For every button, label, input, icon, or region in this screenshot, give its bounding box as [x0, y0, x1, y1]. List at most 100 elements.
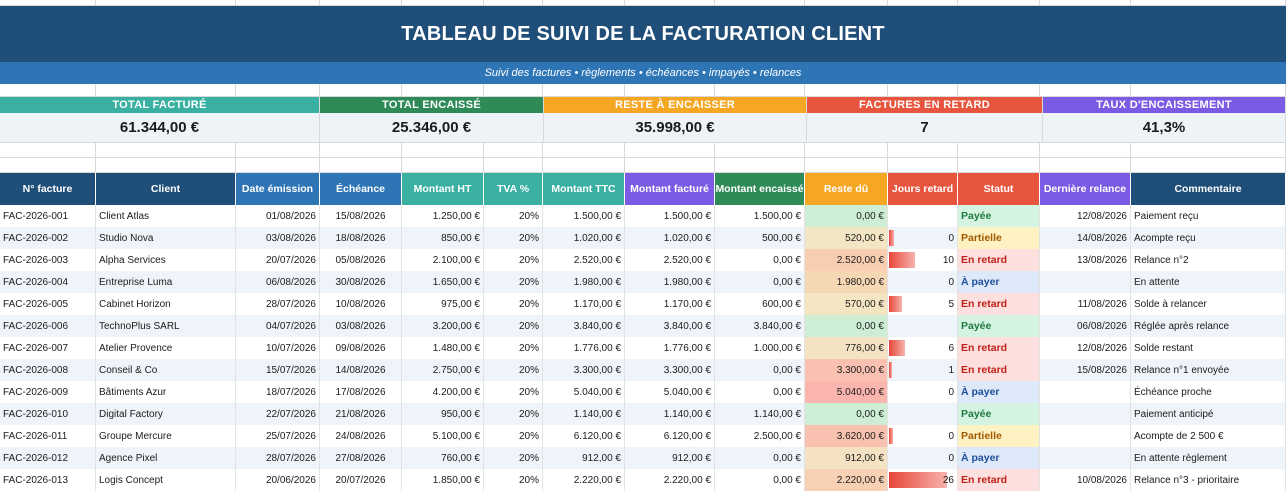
- kpi-value[interactable]: 35.998,00 €: [544, 113, 806, 143]
- comment-cell[interactable]: Relance n°3 - prioritaire: [1131, 469, 1286, 491]
- issue-date-cell[interactable]: 03/08/2026: [236, 227, 320, 249]
- vat-cell[interactable]: 20%: [484, 205, 543, 227]
- status-cell[interactable]: Payée: [958, 315, 1040, 337]
- balance-due-cell[interactable]: 0,00 €: [805, 315, 888, 337]
- days-late-cell[interactable]: 26: [888, 469, 958, 491]
- days-late-cell[interactable]: 10: [888, 249, 958, 271]
- invoiced-amount-cell[interactable]: 3.840,00 €: [625, 315, 715, 337]
- collected-amount-cell[interactable]: 600,00 €: [715, 293, 805, 315]
- invoiced-amount-cell[interactable]: 6.120,00 €: [625, 425, 715, 447]
- comment-cell[interactable]: Paiement reçu: [1131, 205, 1286, 227]
- invoice-number-cell[interactable]: FAC-2026-001: [0, 205, 96, 227]
- vat-cell[interactable]: 20%: [484, 403, 543, 425]
- days-late-cell[interactable]: 0: [888, 425, 958, 447]
- column-header[interactable]: Client: [96, 173, 236, 205]
- collected-amount-cell[interactable]: 1.500,00 €: [715, 205, 805, 227]
- last-reminder-cell[interactable]: 14/08/2026: [1040, 227, 1131, 249]
- days-late-cell[interactable]: 0: [888, 381, 958, 403]
- column-header[interactable]: Statut: [958, 173, 1040, 205]
- due-date-cell[interactable]: 03/08/2026: [320, 315, 402, 337]
- last-reminder-cell[interactable]: 15/08/2026: [1040, 359, 1131, 381]
- due-date-cell[interactable]: 21/08/2026: [320, 403, 402, 425]
- balance-due-cell[interactable]: 0,00 €: [805, 205, 888, 227]
- collected-amount-cell[interactable]: 0,00 €: [715, 447, 805, 469]
- issue-date-cell[interactable]: 20/07/2026: [236, 249, 320, 271]
- amount-ttc-cell[interactable]: 2.520,00 €: [543, 249, 625, 271]
- days-late-cell[interactable]: [888, 403, 958, 425]
- column-header[interactable]: Montant facturé: [625, 173, 715, 205]
- balance-due-cell[interactable]: 570,00 €: [805, 293, 888, 315]
- collected-amount-cell[interactable]: 0,00 €: [715, 381, 805, 403]
- balance-due-cell[interactable]: 912,00 €: [805, 447, 888, 469]
- invoice-number-cell[interactable]: FAC-2026-010: [0, 403, 96, 425]
- amount-ttc-cell[interactable]: 1.776,00 €: [543, 337, 625, 359]
- comment-cell[interactable]: Solde à relancer: [1131, 293, 1286, 315]
- days-late-cell[interactable]: 0: [888, 271, 958, 293]
- kpi-value[interactable]: 7: [807, 113, 1042, 143]
- last-reminder-cell[interactable]: 12/08/2026: [1040, 205, 1131, 227]
- invoice-number-cell[interactable]: FAC-2026-003: [0, 249, 96, 271]
- days-late-cell[interactable]: 0: [888, 447, 958, 469]
- last-reminder-cell[interactable]: [1040, 403, 1131, 425]
- collected-amount-cell[interactable]: 0,00 €: [715, 271, 805, 293]
- invoice-number-cell[interactable]: FAC-2026-011: [0, 425, 96, 447]
- balance-due-cell[interactable]: 5.040,00 €: [805, 381, 888, 403]
- issue-date-cell[interactable]: 10/07/2026: [236, 337, 320, 359]
- amount-ht-cell[interactable]: 1.250,00 €: [402, 205, 484, 227]
- collected-amount-cell[interactable]: 0,00 €: [715, 469, 805, 491]
- invoice-number-cell[interactable]: FAC-2026-005: [0, 293, 96, 315]
- vat-cell[interactable]: 20%: [484, 469, 543, 491]
- client-cell[interactable]: Client Atlas: [96, 205, 236, 227]
- invoice-number-cell[interactable]: FAC-2026-002: [0, 227, 96, 249]
- days-late-cell[interactable]: 5: [888, 293, 958, 315]
- balance-due-cell[interactable]: 2.220,00 €: [805, 469, 888, 491]
- balance-due-cell[interactable]: 776,00 €: [805, 337, 888, 359]
- client-cell[interactable]: Alpha Services: [96, 249, 236, 271]
- collected-amount-cell[interactable]: 3.840,00 €: [715, 315, 805, 337]
- balance-due-cell[interactable]: 1.980,00 €: [805, 271, 888, 293]
- vat-cell[interactable]: 20%: [484, 315, 543, 337]
- invoiced-amount-cell[interactable]: 2.520,00 €: [625, 249, 715, 271]
- amount-ttc-cell[interactable]: 1.020,00 €: [543, 227, 625, 249]
- last-reminder-cell[interactable]: 11/08/2026: [1040, 293, 1131, 315]
- issue-date-cell[interactable]: 28/07/2026: [236, 293, 320, 315]
- invoiced-amount-cell[interactable]: 2.220,00 €: [625, 469, 715, 491]
- status-cell[interactable]: À payer: [958, 271, 1040, 293]
- due-date-cell[interactable]: 24/08/2026: [320, 425, 402, 447]
- amount-ttc-cell[interactable]: 1.980,00 €: [543, 271, 625, 293]
- issue-date-cell[interactable]: 15/07/2026: [236, 359, 320, 381]
- issue-date-cell[interactable]: 01/08/2026: [236, 205, 320, 227]
- balance-due-cell[interactable]: 520,00 €: [805, 227, 888, 249]
- amount-ttc-cell[interactable]: 1.170,00 €: [543, 293, 625, 315]
- vat-cell[interactable]: 20%: [484, 337, 543, 359]
- status-cell[interactable]: En retard: [958, 469, 1040, 491]
- vat-cell[interactable]: 20%: [484, 359, 543, 381]
- comment-cell[interactable]: Relance n°2: [1131, 249, 1286, 271]
- last-reminder-cell[interactable]: [1040, 271, 1131, 293]
- client-cell[interactable]: Groupe Mercure: [96, 425, 236, 447]
- column-header[interactable]: N° facture: [0, 173, 96, 205]
- issue-date-cell[interactable]: 20/06/2026: [236, 469, 320, 491]
- comment-cell[interactable]: Acompte reçu: [1131, 227, 1286, 249]
- invoice-number-cell[interactable]: FAC-2026-009: [0, 381, 96, 403]
- amount-ttc-cell[interactable]: 5.040,00 €: [543, 381, 625, 403]
- amount-ht-cell[interactable]: 3.200,00 €: [402, 315, 484, 337]
- collected-amount-cell[interactable]: 0,00 €: [715, 249, 805, 271]
- kpi-value[interactable]: 25.346,00 €: [320, 113, 543, 143]
- due-date-cell[interactable]: 05/08/2026: [320, 249, 402, 271]
- balance-due-cell[interactable]: 3.300,00 €: [805, 359, 888, 381]
- invoice-number-cell[interactable]: FAC-2026-004: [0, 271, 96, 293]
- comment-cell[interactable]: En attente règlement: [1131, 447, 1286, 469]
- column-header[interactable]: Échéance: [320, 173, 402, 205]
- issue-date-cell[interactable]: 25/07/2026: [236, 425, 320, 447]
- client-cell[interactable]: Logis Concept: [96, 469, 236, 491]
- status-cell[interactable]: En retard: [958, 293, 1040, 315]
- issue-date-cell[interactable]: 06/08/2026: [236, 271, 320, 293]
- client-cell[interactable]: Conseil & Co: [96, 359, 236, 381]
- vat-cell[interactable]: 20%: [484, 271, 543, 293]
- amount-ht-cell[interactable]: 950,00 €: [402, 403, 484, 425]
- column-header[interactable]: Montant encaissé: [715, 173, 805, 205]
- due-date-cell[interactable]: 30/08/2026: [320, 271, 402, 293]
- amount-ttc-cell[interactable]: 1.500,00 €: [543, 205, 625, 227]
- client-cell[interactable]: Studio Nova: [96, 227, 236, 249]
